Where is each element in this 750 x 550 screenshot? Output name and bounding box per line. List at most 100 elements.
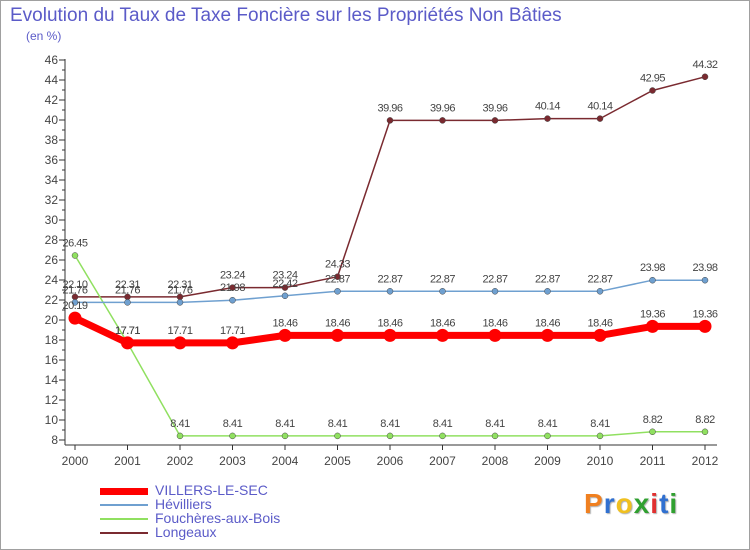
data-point-villers-le-sec <box>173 336 187 350</box>
data-label-villers-le-sec: 18.46 <box>482 317 507 329</box>
data-point-villers-le-sec <box>593 328 607 342</box>
data-label-longeaux: 24.33 <box>325 259 350 271</box>
data-label-foucheres-aux-bois: 8.41 <box>485 418 505 430</box>
series-labels: 22.10 22.31 22.31 23.24 23.24 24.33 39.96 39.96… <box>62 59 718 430</box>
data-point-longeaux <box>649 87 656 94</box>
x-tick-label: 2004 <box>272 454 299 468</box>
data-point-hevilliers <box>176 299 184 306</box>
data-label-hevilliers: 23.98 <box>692 262 717 274</box>
data-point-villers-le-sec <box>278 328 292 342</box>
data-label-longeaux: 40.14 <box>535 101 560 113</box>
data-label-villers-le-sec: 18.46 <box>535 317 560 329</box>
data-point-villers-le-sec <box>331 328 344 342</box>
data-point-villers-le-sec <box>541 328 554 342</box>
data-label-longeaux: 22.10 <box>62 279 87 291</box>
data-label-foucheres-aux-bois: 8.41 <box>433 418 453 430</box>
data-label-villers-le-sec: 19.36 <box>692 308 717 320</box>
data-point-foucheres-aux-bois <box>176 432 184 440</box>
data-label-villers-le-sec: 18.46 <box>272 317 297 329</box>
y-tick-label: 24 <box>45 273 59 287</box>
data-point-hevilliers <box>596 288 604 295</box>
data-label-hevilliers: 22.87 <box>430 273 455 285</box>
proxiti-logo: Proxiti <box>584 488 678 520</box>
data-point-foucheres-aux-bois <box>439 432 446 440</box>
data-label-foucheres-aux-bois: 8.82 <box>695 414 715 426</box>
x-tick-label: 2002 <box>167 454 194 468</box>
data-point-villers-le-sec <box>436 328 449 342</box>
axes: 8101214161820222426283032343638404244462… <box>45 53 719 468</box>
data-label-longeaux: 40.14 <box>587 101 612 113</box>
logo-letter: i <box>669 488 679 519</box>
series-points <box>68 73 712 440</box>
data-label-foucheres-aux-bois: 26.45 <box>62 238 87 250</box>
data-label-villers-le-sec: 17.71 <box>220 325 245 337</box>
data-point-villers-le-sec <box>68 311 82 325</box>
data-label-longeaux: 42.95 <box>640 73 665 85</box>
data-point-villers-le-sec <box>646 319 659 333</box>
data-label-foucheres-aux-bois: 8.41 <box>380 418 400 430</box>
data-point-hevilliers <box>71 299 79 306</box>
data-point-hevilliers <box>386 288 394 295</box>
data-point-foucheres-aux-bois <box>649 428 656 436</box>
data-point-villers-le-sec <box>383 328 397 342</box>
data-point-longeaux <box>439 117 446 124</box>
x-tick-label: 2007 <box>429 454 456 468</box>
legend-label-hevilliers: Hévilliers <box>155 496 212 512</box>
logo-letter: i <box>650 488 660 519</box>
data-point-foucheres-aux-bois <box>701 428 709 436</box>
y-tick-label: 20 <box>45 313 59 327</box>
data-label-villers-le-sec: 17.71 <box>167 325 192 337</box>
data-label-hevilliers: 22.87 <box>535 273 560 285</box>
y-tick-label: 8 <box>51 433 58 447</box>
data-label-hevilliers: 21.76 <box>115 284 140 296</box>
data-label-longeaux: 22.31 <box>115 279 140 291</box>
data-label-villers-le-sec: 18.46 <box>325 317 350 329</box>
data-label-hevilliers: 21.76 <box>167 284 192 296</box>
y-tick-label: 28 <box>45 233 59 247</box>
data-label-hevilliers: 22.87 <box>377 273 402 285</box>
data-label-longeaux: 23.24 <box>220 270 245 282</box>
data-point-longeaux <box>281 284 289 291</box>
data-label-longeaux: 23.24 <box>272 270 297 282</box>
y-tick-label: 42 <box>45 93 59 107</box>
data-label-longeaux: 39.96 <box>430 102 455 114</box>
data-point-foucheres-aux-bois <box>596 432 604 440</box>
y-tick-label: 18 <box>45 333 59 347</box>
data-point-longeaux <box>491 117 499 124</box>
data-label-longeaux: 39.96 <box>377 102 402 114</box>
y-tick-label: 10 <box>45 413 59 427</box>
data-label-hevilliers: 22.87 <box>482 273 507 285</box>
data-point-hevilliers <box>334 288 341 295</box>
data-label-hevilliers: 21.98 <box>220 282 245 294</box>
data-point-hevilliers <box>649 276 656 284</box>
data-label-hevilliers: 23.98 <box>640 262 665 274</box>
y-tick-label: 40 <box>45 113 59 127</box>
data-label-foucheres-aux-bois: 8.41 <box>223 418 243 430</box>
data-label-foucheres-aux-bois: 8.41 <box>328 418 348 430</box>
data-label-longeaux: 44.32 <box>692 59 717 71</box>
data-label-villers-le-sec: 18.46 <box>377 317 402 329</box>
x-tick-label: 2005 <box>324 454 351 468</box>
legend-swatch-foucheres-aux-bois <box>100 518 148 520</box>
data-label-villers-le-sec: 19.36 <box>640 308 665 320</box>
y-tick-label: 34 <box>45 173 59 187</box>
data-point-hevilliers <box>439 288 446 295</box>
data-point-hevilliers <box>544 288 551 295</box>
data-label-villers-le-sec: 18.46 <box>430 317 455 329</box>
y-tick-label: 46 <box>45 53 59 67</box>
legend-label-villers-le-sec: VILLERS-LE-SEC <box>155 482 268 498</box>
data-label-foucheres-aux-bois: 8.41 <box>538 418 558 430</box>
data-label-hevilliers: 22.87 <box>325 273 350 285</box>
data-label-longeaux: 22.31 <box>167 279 192 291</box>
chart-subtitle: (en %) <box>26 29 62 43</box>
x-tick-label: 2010 <box>587 454 614 468</box>
data-label-longeaux: 39.96 <box>482 102 507 114</box>
y-tick-label: 22 <box>45 293 59 307</box>
data-point-longeaux <box>334 273 341 280</box>
y-tick-label: 32 <box>45 193 59 207</box>
logo-letter: x <box>633 488 651 519</box>
data-point-villers-le-sec <box>698 319 712 333</box>
y-tick-label: 30 <box>45 213 59 227</box>
data-label-foucheres-aux-bois: 8.41 <box>170 418 190 430</box>
